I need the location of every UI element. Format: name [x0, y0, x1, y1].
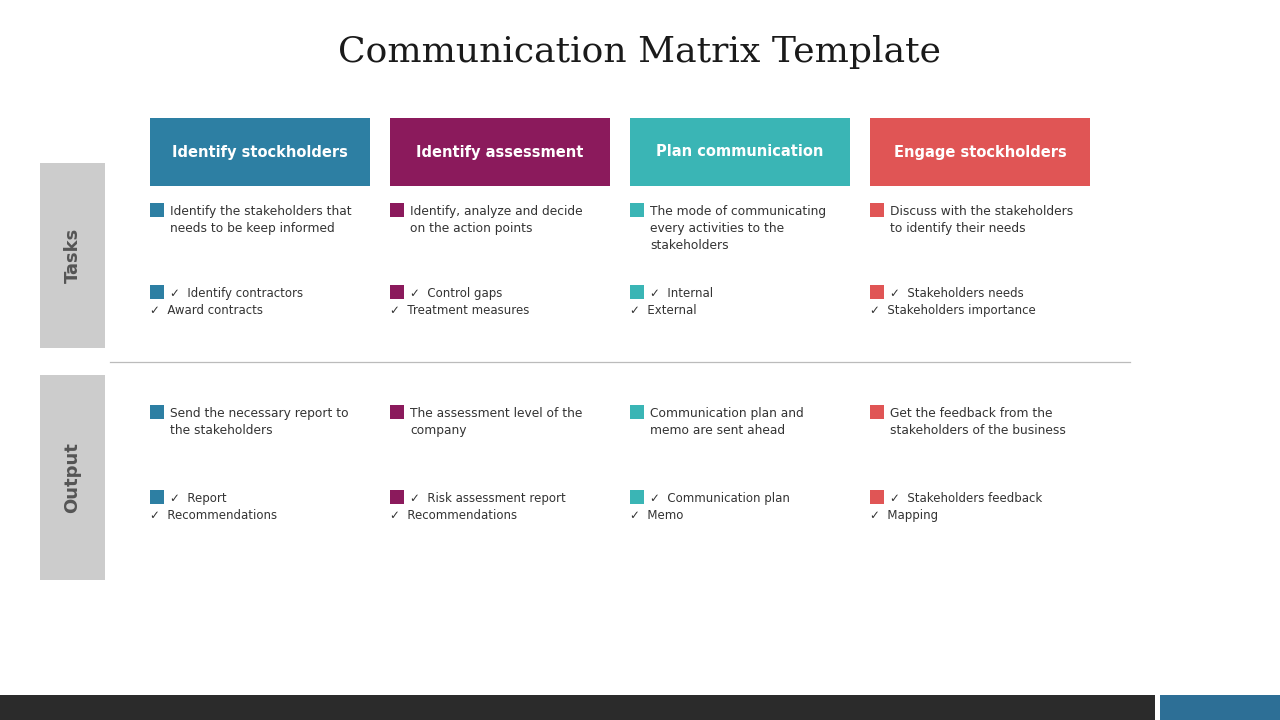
- Text: Discuss with the stakeholders
to identify their needs: Discuss with the stakeholders to identif…: [890, 205, 1073, 235]
- Text: Identify the stakeholders that
needs to be keep informed: Identify the stakeholders that needs to …: [170, 205, 352, 235]
- Bar: [150, 118, 370, 186]
- Bar: [390, 285, 404, 299]
- Text: ✓  Risk assessment report: ✓ Risk assessment report: [410, 492, 566, 505]
- Text: Identify, analyze and decide
on the action points: Identify, analyze and decide on the acti…: [410, 205, 582, 235]
- Bar: [870, 203, 884, 217]
- Bar: [390, 405, 404, 419]
- Text: ✓  Report: ✓ Report: [170, 492, 227, 505]
- Text: ✓  Control gaps: ✓ Control gaps: [410, 287, 502, 300]
- Bar: [390, 118, 611, 186]
- Text: Communication Matrix Template: Communication Matrix Template: [338, 35, 942, 69]
- Bar: [0, 695, 1155, 720]
- Text: Tasks: Tasks: [64, 228, 82, 283]
- Bar: [1160, 695, 1280, 720]
- Text: ✓  Treatment measures: ✓ Treatment measures: [390, 304, 530, 317]
- Bar: [150, 490, 164, 504]
- Bar: [630, 405, 644, 419]
- Text: Identify assessment: Identify assessment: [416, 145, 584, 160]
- Bar: [150, 405, 164, 419]
- Bar: [870, 405, 884, 419]
- Bar: [390, 203, 404, 217]
- Text: ✓  Recommendations: ✓ Recommendations: [150, 509, 278, 522]
- Text: The assessment level of the
company: The assessment level of the company: [410, 407, 582, 437]
- Text: ✓  Identify contractors: ✓ Identify contractors: [170, 287, 303, 300]
- Text: ✓  Memo: ✓ Memo: [630, 509, 684, 522]
- Bar: [630, 203, 644, 217]
- Text: ✓  External: ✓ External: [630, 304, 696, 317]
- Text: The mode of communicating
every activities to the
stakeholders: The mode of communicating every activiti…: [650, 205, 826, 252]
- Text: ✓  Award contracts: ✓ Award contracts: [150, 304, 262, 317]
- Text: ✓  Communication plan: ✓ Communication plan: [650, 492, 790, 505]
- Text: ✓  Stakeholders feedback: ✓ Stakeholders feedback: [890, 492, 1042, 505]
- Bar: [630, 118, 850, 186]
- Text: ✓  Internal: ✓ Internal: [650, 287, 713, 300]
- Text: Identify stockholders: Identify stockholders: [172, 145, 348, 160]
- Bar: [870, 118, 1091, 186]
- Bar: [40, 375, 105, 580]
- Bar: [630, 490, 644, 504]
- Text: Engage stockholders: Engage stockholders: [893, 145, 1066, 160]
- Bar: [150, 285, 164, 299]
- Bar: [40, 163, 105, 348]
- Text: ✓  Stakeholders needs: ✓ Stakeholders needs: [890, 287, 1024, 300]
- Text: Send the necessary report to
the stakeholders: Send the necessary report to the stakeho…: [170, 407, 348, 437]
- Text: ✓  Mapping: ✓ Mapping: [870, 509, 938, 522]
- Bar: [870, 285, 884, 299]
- Text: ✓  Stakeholders importance: ✓ Stakeholders importance: [870, 304, 1036, 317]
- Bar: [870, 490, 884, 504]
- Bar: [390, 490, 404, 504]
- Text: Get the feedback from the
stakeholders of the business: Get the feedback from the stakeholders o…: [890, 407, 1066, 437]
- Text: Plan communication: Plan communication: [657, 145, 824, 160]
- Text: Communication plan and
memo are sent ahead: Communication plan and memo are sent ahe…: [650, 407, 804, 437]
- Bar: [150, 203, 164, 217]
- Bar: [630, 285, 644, 299]
- Text: ✓  Recommendations: ✓ Recommendations: [390, 509, 517, 522]
- Text: Output: Output: [64, 442, 82, 513]
